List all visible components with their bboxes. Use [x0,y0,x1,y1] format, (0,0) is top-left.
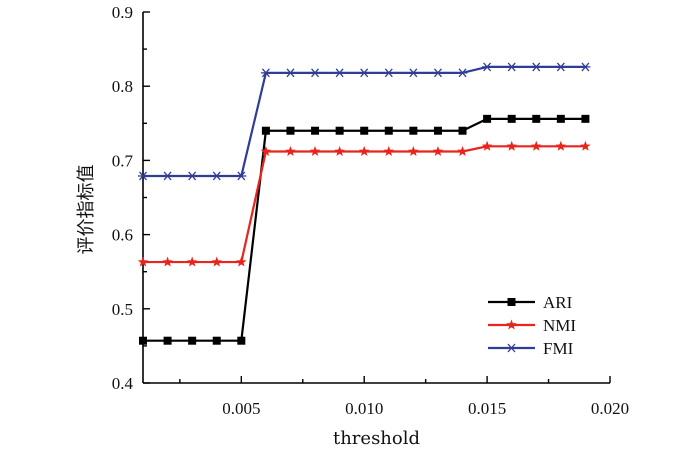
data-point-ari [532,114,541,123]
data-point-fmi [383,68,394,78]
legend-item-nmi: NMI [488,316,576,335]
series-fmi [138,62,591,181]
data-point-ari [581,114,590,123]
data-point-ari [139,336,147,345]
data-point-nmi [506,140,517,151]
x-ticks: 0.005 0.010 0.015 0.020 [179,376,629,418]
data-point-nmi [236,256,247,267]
data-point-ari [261,126,270,135]
x-tick-label: 0.005 [222,399,260,418]
data-point-ari [507,114,516,123]
data-point-ari [237,336,246,345]
data-point-ari [212,336,221,345]
x-tick-label: 0.015 [468,399,506,418]
legend: ARI NMI FMI [488,293,576,358]
data-point-nmi [408,146,419,156]
data-point-fmi [408,68,419,78]
y-ticks: 0.4 0.5 0.6 0.7 0.8 0.9 [112,3,150,393]
data-point-ari [360,126,369,135]
data-point-fmi [506,62,517,72]
data-point-ari [483,114,492,123]
data-point-nmi [358,146,370,156]
y-tick-label: 0.6 [112,226,133,245]
legend-label: NMI [543,316,576,335]
x-tick-label: 0.020 [591,399,629,418]
data-point-nmi [580,140,591,151]
data-point-fmi [580,62,591,72]
series-ari [139,114,590,345]
data-point-ari [384,126,393,135]
data-point-fmi [211,171,222,181]
data-point-nmi [457,146,468,156]
data-point-nmi [383,146,395,156]
data-point-fmi [334,68,345,78]
y-tick-label: 0.5 [112,300,133,319]
data-point-nmi [186,256,198,267]
legend-marker [506,319,517,330]
data-point-nmi [481,140,493,151]
data-point-fmi [236,171,247,181]
series-layer [137,62,591,345]
data-point-fmi [260,68,271,78]
data-point-ari [163,336,172,345]
data-point-nmi [162,256,173,267]
data-point-fmi [162,171,173,181]
data-point-nmi [137,256,149,267]
data-point-fmi [482,62,493,72]
x-axis-title: threshold [333,428,420,449]
series-nmi [137,140,591,267]
data-point-ari [433,126,442,135]
data-point-ari [458,126,467,135]
y-tick-label: 0.4 [112,374,134,393]
data-point-nmi [531,140,542,151]
data-point-nmi [211,256,222,267]
legend-item-fmi: FMI [488,339,574,358]
y-tick-label: 0.7 [112,151,134,170]
y-tick-label: 0.8 [112,77,133,96]
legend-label: ARI [543,293,573,312]
legend-marker [506,343,517,353]
data-point-fmi [555,62,566,72]
data-point-nmi [285,146,296,156]
data-point-ari [556,114,565,123]
data-point-fmi [310,68,321,78]
data-point-ari [409,126,418,135]
data-point-fmi [457,68,468,78]
data-point-nmi [334,146,345,156]
data-point-fmi [531,62,542,72]
data-point-nmi [432,146,444,156]
legend-marker [507,298,516,306]
data-point-ari [286,126,295,135]
data-point-nmi [309,146,321,156]
data-point-ari [311,126,320,135]
data-point-fmi [432,68,443,78]
data-point-ari [188,336,197,345]
data-point-ari [335,126,344,135]
data-point-fmi [359,68,370,78]
series-line-fmi [143,65,586,178]
data-point-fmi [187,171,198,181]
y-axis-title: 评价指标值 [76,165,97,255]
legend-label: FMI [543,339,574,358]
x-tick-label: 0.010 [345,399,383,418]
y-tick-label: 0.9 [112,3,133,22]
data-point-fmi [285,68,296,78]
data-point-nmi [260,146,272,156]
data-point-fmi [138,171,148,181]
series-line-nmi [143,145,586,264]
legend-item-ari: ARI [488,293,573,312]
data-point-nmi [555,140,567,151]
